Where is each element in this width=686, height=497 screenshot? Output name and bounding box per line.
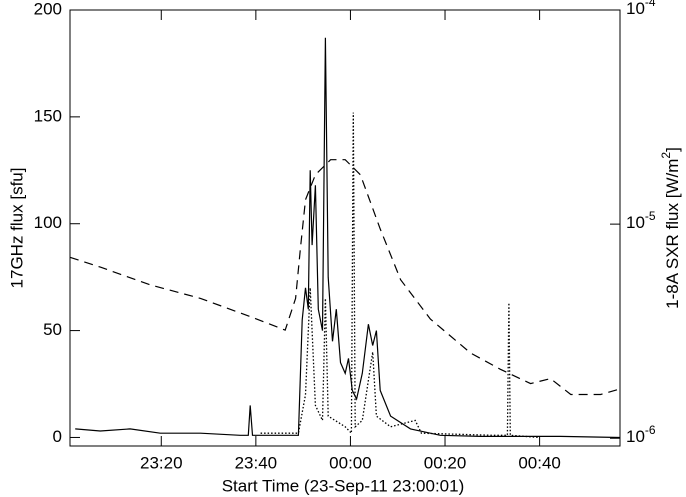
x-tick-label: 23:40: [235, 453, 278, 472]
y-tick-label: 200: [34, 0, 62, 18]
series-line: [260, 112, 540, 439]
x-tick-label: 00:40: [518, 453, 561, 472]
plot-frame: [69, 9, 621, 447]
series-line: [75, 37, 621, 439]
y-tick-label: 50: [43, 320, 62, 339]
y-tick-label: 100: [34, 213, 62, 232]
x-tick-label: 23:20: [140, 453, 183, 472]
y2-tick-label: 10-4: [626, 0, 656, 18]
x-axis-label: Start Time (23-Sep-11 23:00:01): [222, 476, 465, 495]
y2-tick-label: 10-6: [626, 423, 656, 446]
x-tick-label: 00:20: [424, 453, 467, 472]
y2-axis-label: 1-8A SXR flux [W/m2]: [659, 147, 682, 309]
y-tick-label: 0: [53, 427, 62, 446]
y-axis-label: 17GHz flux [sfu]: [7, 168, 26, 289]
y2-tick-label: 10-5: [626, 209, 656, 232]
y-tick-label: 150: [34, 106, 62, 125]
series-line: [69, 159, 621, 396]
x-tick-label: 00:00: [329, 453, 372, 472]
